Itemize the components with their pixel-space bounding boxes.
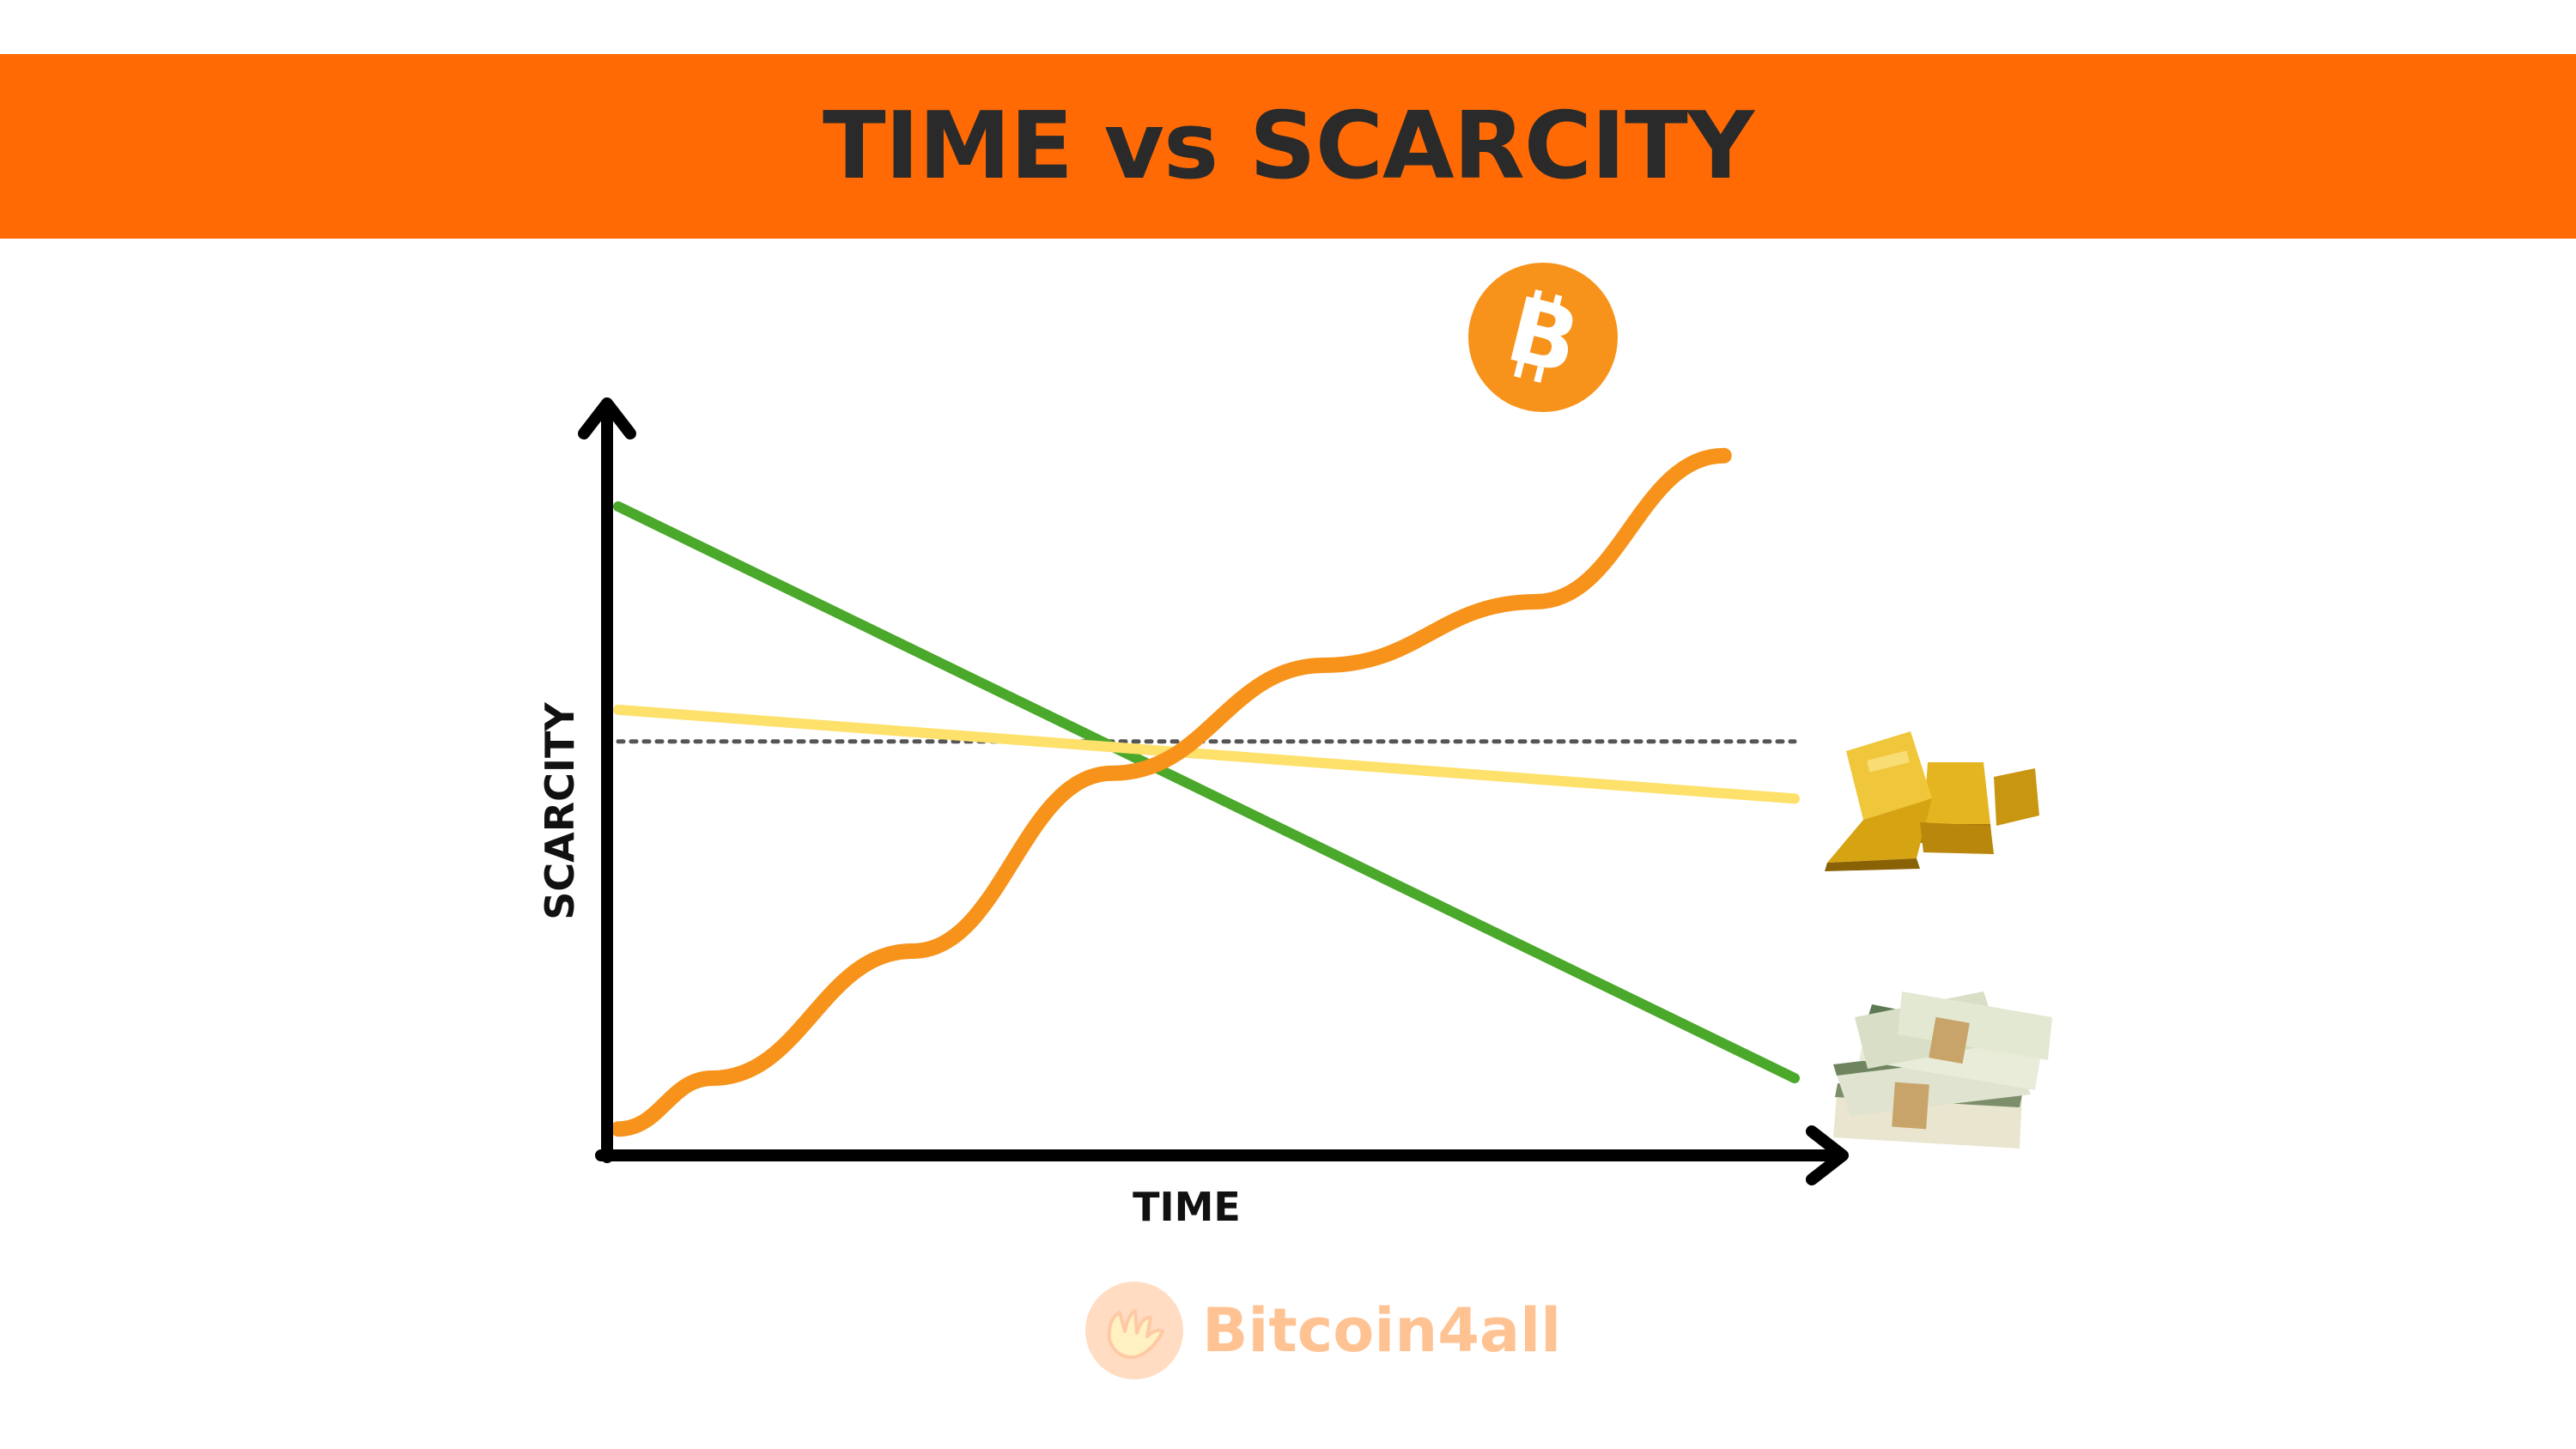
y-axis-label: SCARCITY <box>537 702 583 920</box>
bitcoin4all-watermark: Bitcoin4all <box>1084 1279 1561 1382</box>
gold-series-line <box>613 704 1800 804</box>
fiat-series-line <box>613 501 1800 1083</box>
x-axis-arrowhead <box>1806 1125 1849 1185</box>
x-axis-label: TIME <box>1133 1184 1241 1230</box>
watermark-text: Bitcoin4all <box>1202 1295 1562 1366</box>
page-title: TIME vs SCARCITY <box>822 93 1754 200</box>
bitcoin-logo-icon: B <box>1468 263 1618 412</box>
y-axis-arrowhead <box>578 397 636 440</box>
bitcoin-series-line <box>611 447 1732 1137</box>
gold-bars-icon <box>1825 731 2039 871</box>
bitcoin4all-hands-logo <box>1085 1282 1183 1379</box>
title-banner: TIME vs SCARCITY <box>0 54 2576 239</box>
cash-stacks-icon <box>1833 991 2052 1149</box>
